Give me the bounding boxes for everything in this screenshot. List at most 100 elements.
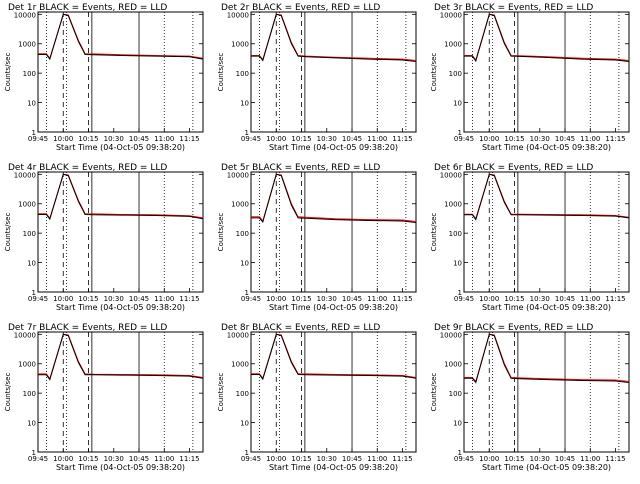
x-tick-label: 11:15 <box>392 295 412 303</box>
x-tick-label: 11:15 <box>179 135 199 143</box>
x-tick-label: 10:45 <box>129 135 149 143</box>
x-tick-label: 09:45 <box>241 455 261 463</box>
y-tick-label: 100 <box>236 70 249 78</box>
detector-panel-6: Det 6r BLACK = Events, RED = LLD Counts/s… <box>430 163 630 312</box>
x-tick-label: 10:15 <box>291 455 311 463</box>
panel-title: Det 6r BLACK = Events, RED = LLD <box>434 163 593 173</box>
x-tick-label: 10:30 <box>530 295 550 303</box>
y-tick-label: 10 <box>27 100 36 108</box>
x-axis-label: Start Time (04-Oct-05 09:38:20) <box>269 463 398 472</box>
detector-panel-7: Det 7r BLACK = Events, RED = LLD Counts/s… <box>4 323 204 472</box>
x-tick-label: 10:15 <box>504 135 524 143</box>
y-tick-label: 1000 <box>231 41 249 49</box>
y-tick-label: 1 <box>458 289 462 297</box>
y-tick-label: 10000 <box>440 331 462 339</box>
plot-frame <box>37 171 204 293</box>
x-tick-label: 10:00 <box>479 135 499 143</box>
plot-frame <box>37 11 204 133</box>
events-series-line <box>251 173 417 224</box>
y-tick-label: 10 <box>453 420 462 428</box>
x-tick-label: 11:15 <box>605 455 625 463</box>
panel-title: Det 2r BLACK = Events, RED = LLD <box>221 3 380 13</box>
x-tick-label: 10:15 <box>78 295 98 303</box>
y-tick-label: 1 <box>245 449 249 457</box>
panel-title: Det 7r BLACK = Events, RED = LLD <box>8 323 167 333</box>
panel-title: Det 3r BLACK = Events, RED = LLD <box>434 3 593 13</box>
x-tick-label: 10:45 <box>555 295 575 303</box>
x-tick-label: 10:15 <box>504 295 524 303</box>
lld-series-line <box>464 333 630 383</box>
panel-title: Det 5r BLACK = Events, RED = LLD <box>221 163 380 173</box>
x-tick-label: 10:30 <box>104 135 124 143</box>
y-tick-label: 1000 <box>231 201 249 209</box>
x-tick-label: 11:00 <box>580 295 600 303</box>
y-tick-label: 1000 <box>444 361 462 369</box>
events-series-line <box>464 173 630 221</box>
x-tick-label: 11:00 <box>580 455 600 463</box>
detector-panel-5: Det 5r BLACK = Events, RED = LLD Counts/s… <box>217 163 417 312</box>
y-tick-label: 100 <box>449 230 462 238</box>
x-tick-label: 11:15 <box>392 455 412 463</box>
x-tick-label: 11:00 <box>367 455 387 463</box>
x-tick-label: 11:15 <box>179 455 199 463</box>
lld-series-line <box>464 13 630 62</box>
x-tick-label: 09:45 <box>454 135 474 143</box>
x-tick-label: 10:45 <box>555 135 575 143</box>
detector-panel-8: Det 8r BLACK = Events, RED = LLD Counts/s… <box>217 323 417 472</box>
x-tick-label: 10:30 <box>530 135 550 143</box>
plot-frame <box>463 11 630 133</box>
y-axis-label: Counts/sec <box>217 373 225 412</box>
y-tick-label: 1 <box>245 129 249 137</box>
y-tick-label: 1 <box>32 129 36 137</box>
x-axis-label: Start Time (04-Oct-05 09:38:20) <box>56 143 185 152</box>
x-tick-label: 10:30 <box>317 135 337 143</box>
x-tick-label: 10:45 <box>129 455 149 463</box>
x-tick-label: 09:45 <box>241 135 261 143</box>
y-tick-label: 100 <box>23 390 36 398</box>
y-tick-label: 1 <box>32 449 36 457</box>
x-tick-label: 10:45 <box>342 295 362 303</box>
x-axis-label: Start Time (04-Oct-05 09:38:20) <box>482 143 611 152</box>
y-tick-label: 1000 <box>18 361 36 369</box>
y-tick-label: 10000 <box>14 11 36 19</box>
y-tick-label: 1000 <box>18 201 36 209</box>
y-tick-label: 1 <box>32 289 36 297</box>
y-axis-label: Counts/sec <box>217 213 225 252</box>
x-axis-label: Start Time (04-Oct-05 09:38:20) <box>269 143 398 152</box>
x-tick-label: 11:00 <box>367 135 387 143</box>
x-tick-label: 11:15 <box>605 135 625 143</box>
y-tick-label: 100 <box>23 70 36 78</box>
y-tick-label: 10000 <box>227 11 249 19</box>
x-tick-label: 10:30 <box>530 455 550 463</box>
x-tick-label: 11:00 <box>154 295 174 303</box>
x-tick-label: 10:45 <box>342 455 362 463</box>
y-tick-label: 100 <box>236 230 249 238</box>
panel-title: Det 1r BLACK = Events, RED = LLD <box>8 3 167 13</box>
x-tick-label: 11:15 <box>179 295 199 303</box>
x-tick-label: 11:00 <box>154 135 174 143</box>
x-tick-label: 09:45 <box>28 455 48 463</box>
y-tick-label: 10000 <box>227 331 249 339</box>
x-tick-label: 11:15 <box>605 295 625 303</box>
lld-series-line <box>251 13 417 61</box>
y-tick-label: 10 <box>453 100 462 108</box>
x-tick-label: 10:30 <box>104 295 124 303</box>
plot-frame <box>250 171 417 293</box>
y-tick-label: 10 <box>240 260 249 268</box>
lld-series-line <box>251 173 417 223</box>
x-tick-label: 10:15 <box>504 455 524 463</box>
plot-frame <box>250 331 417 453</box>
lld-series-line <box>251 333 417 380</box>
detector-panel-4: Det 4r BLACK = Events, RED = LLD Counts/s… <box>4 163 204 312</box>
panel-title: Det 4r BLACK = Events, RED = LLD <box>8 163 167 173</box>
x-tick-label: 10:00 <box>479 295 499 303</box>
x-tick-label: 10:45 <box>129 295 149 303</box>
y-tick-label: 100 <box>449 70 462 78</box>
events-series-line <box>38 173 204 221</box>
y-axis-label: Counts/sec <box>4 373 12 412</box>
x-tick-label: 10:15 <box>291 135 311 143</box>
x-tick-label: 10:30 <box>317 455 337 463</box>
x-tick-label: 10:00 <box>53 295 73 303</box>
detector-panel-2: Det 2r BLACK = Events, RED = LLD Counts/s… <box>217 3 417 152</box>
plot-frame <box>463 171 630 293</box>
